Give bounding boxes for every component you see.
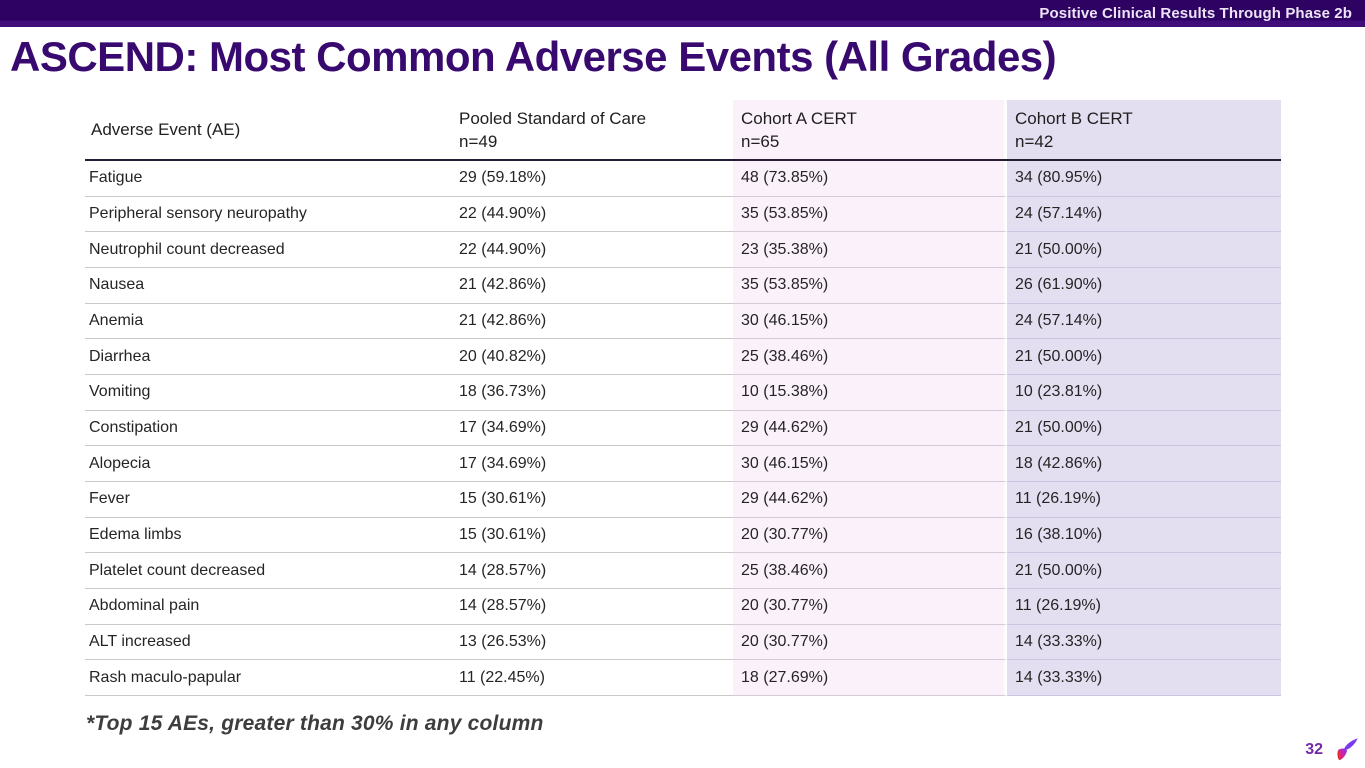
banner-text: Positive Clinical Results Through Phase …: [1039, 5, 1352, 22]
soc-value-cell: 21 (42.86%): [458, 304, 733, 340]
cohort-a-value-cell: 35 (53.85%): [733, 267, 1007, 304]
cohort-b-value-cell: 21 (50.00%): [1007, 553, 1281, 589]
cohort-a-value-cell: 29 (44.62%): [733, 410, 1007, 447]
ae-name-cell: Diarrhea: [85, 339, 458, 375]
cohort-a-value-cell: 20 (30.77%): [733, 588, 1007, 625]
cohort-b-value-cell: 11 (26.19%): [1007, 588, 1281, 625]
table-row: Edema limbs 15 (30.61%) 20 (30.77%) 16 (…: [85, 517, 1281, 554]
table-row: Diarrhea 20 (40.82%) 25 (38.46%) 21 (50.…: [85, 339, 1281, 375]
cohort-b-value-cell: 11 (26.19%): [1007, 481, 1281, 518]
cohort-b-value-cell: 21 (50.00%): [1007, 232, 1281, 268]
cohort-a-value-cell: 30 (46.15%): [733, 303, 1007, 340]
ae-name-cell: Neutrophil count decreased: [85, 232, 458, 268]
ae-name-cell: Abdominal pain: [85, 589, 458, 625]
header-cohort-a: Cohort A CERT n=65: [733, 100, 1007, 159]
table-row: Fever 15 (30.61%) 29 (44.62%) 11 (26.19%…: [85, 481, 1281, 518]
cohort-b-value-cell: 10 (23.81%): [1007, 374, 1281, 411]
header-label: Cohort B CERT: [1015, 108, 1133, 128]
top-banner: Positive Clinical Results Through Phase …: [0, 0, 1365, 27]
header-n-count: n=42: [1015, 131, 1054, 151]
ae-name-cell: ALT increased: [85, 625, 458, 661]
soc-value-cell: 29 (59.18%): [458, 161, 733, 197]
cohort-a-value-cell: 20 (30.77%): [733, 624, 1007, 661]
ae-name-cell: Constipation: [85, 411, 458, 447]
cohort-b-value-cell: 14 (33.33%): [1007, 660, 1281, 696]
soc-value-cell: 14 (28.57%): [458, 553, 733, 589]
soc-value-cell: 14 (28.57%): [458, 589, 733, 625]
ae-name-cell: Fever: [85, 482, 458, 518]
ae-name-cell: Fatigue: [85, 161, 458, 197]
ae-name-cell: Vomiting: [85, 375, 458, 411]
table-row: Nausea 21 (42.86%) 35 (53.85%) 26 (61.90…: [85, 267, 1281, 304]
cohort-b-value-cell: 24 (57.14%): [1007, 196, 1281, 233]
cohort-b-value-cell: 34 (80.95%): [1007, 161, 1281, 197]
soc-value-cell: 21 (42.86%): [458, 268, 733, 304]
footnote: *Top 15 AEs, greater than 30% in any col…: [86, 712, 544, 735]
cohort-a-value-cell: 29 (44.62%): [733, 481, 1007, 518]
soc-value-cell: 17 (34.69%): [458, 446, 733, 482]
header-label: Adverse Event (AE): [91, 120, 241, 139]
cohort-a-value-cell: 35 (53.85%): [733, 196, 1007, 233]
cohort-a-value-cell: 25 (38.46%): [733, 553, 1007, 589]
table-row: Fatigue 29 (59.18%) 48 (73.85%) 34 (80.9…: [85, 161, 1281, 197]
cohort-a-value-cell: 20 (30.77%): [733, 517, 1007, 554]
cohort-b-value-cell: 21 (50.00%): [1007, 410, 1281, 447]
ae-name-cell: Edema limbs: [85, 518, 458, 554]
ae-name-cell: Alopecia: [85, 446, 458, 482]
page-title: ASCEND: Most Common Adverse Events (All …: [10, 33, 1057, 80]
cohort-b-value-cell: 14 (33.33%): [1007, 624, 1281, 661]
header-cohort-b: Cohort B CERT n=42: [1007, 100, 1281, 159]
ae-name-cell: Platelet count decreased: [85, 553, 458, 589]
header-pooled-soc: Pooled Standard of Care n=49: [458, 100, 733, 159]
soc-value-cell: 22 (44.90%): [458, 197, 733, 233]
soc-value-cell: 11 (22.45%): [458, 660, 733, 696]
header-label: Cohort A CERT: [741, 108, 857, 128]
cohort-b-value-cell: 18 (42.86%): [1007, 446, 1281, 482]
table-row: Peripheral sensory neuropathy 22 (44.90%…: [85, 196, 1281, 233]
header-n-count: n=49: [459, 131, 498, 151]
cohort-a-value-cell: 48 (73.85%): [733, 161, 1007, 197]
table-body: Fatigue 29 (59.18%) 48 (73.85%) 34 (80.9…: [85, 161, 1281, 696]
table-row: Neutrophil count decreased 22 (44.90%) 2…: [85, 232, 1281, 268]
table-row: Rash maculo-papular 11 (22.45%) 18 (27.6…: [85, 660, 1281, 696]
header-adverse-event: Adverse Event (AE): [85, 100, 458, 159]
soc-value-cell: 15 (30.61%): [458, 482, 733, 518]
page-number: 32: [1305, 741, 1323, 758]
soc-value-cell: 17 (34.69%): [458, 411, 733, 447]
ae-name-cell: Anemia: [85, 304, 458, 340]
soc-value-cell: 18 (36.73%): [458, 375, 733, 411]
table-header-row: Adverse Event (AE) Pooled Standard of Ca…: [85, 100, 1281, 161]
cohort-a-value-cell: 18 (27.69%): [733, 660, 1007, 696]
ae-name-cell: Nausea: [85, 268, 458, 304]
table-row: Constipation 17 (34.69%) 29 (44.62%) 21 …: [85, 410, 1281, 447]
soc-value-cell: 15 (30.61%): [458, 518, 733, 554]
table-row: Alopecia 17 (34.69%) 30 (46.15%) 18 (42.…: [85, 446, 1281, 482]
table-row: ALT increased 13 (26.53%) 20 (30.77%) 14…: [85, 624, 1281, 661]
header-label: Pooled Standard of Care: [459, 108, 647, 128]
soc-value-cell: 22 (44.90%): [458, 232, 733, 268]
ae-name-cell: Peripheral sensory neuropathy: [85, 197, 458, 233]
cohort-a-value-cell: 23 (35.38%): [733, 232, 1007, 268]
cohort-a-value-cell: 30 (46.15%): [733, 446, 1007, 482]
cohort-a-value-cell: 25 (38.46%): [733, 339, 1007, 375]
cohort-b-value-cell: 16 (38.10%): [1007, 517, 1281, 554]
adverse-events-table: Adverse Event (AE) Pooled Standard of Ca…: [85, 100, 1281, 696]
cohort-b-value-cell: 21 (50.00%): [1007, 339, 1281, 375]
table-row: Platelet count decreased 14 (28.57%) 25 …: [85, 553, 1281, 589]
table-row: Anemia 21 (42.86%) 30 (46.15%) 24 (57.14…: [85, 303, 1281, 340]
header-n-count: n=65: [741, 131, 780, 151]
cohort-b-value-cell: 24 (57.14%): [1007, 303, 1281, 340]
table-row: Vomiting 18 (36.73%) 10 (15.38%) 10 (23.…: [85, 374, 1281, 411]
cohort-a-value-cell: 10 (15.38%): [733, 374, 1007, 411]
table-row: Abdominal pain 14 (28.57%) 20 (30.77%) 1…: [85, 588, 1281, 625]
ae-name-cell: Rash maculo-papular: [85, 660, 458, 696]
cohort-b-value-cell: 26 (61.90%): [1007, 267, 1281, 304]
soc-value-cell: 13 (26.53%): [458, 625, 733, 661]
hummingbird-logo-icon: [1337, 738, 1358, 761]
soc-value-cell: 20 (40.82%): [458, 339, 733, 375]
